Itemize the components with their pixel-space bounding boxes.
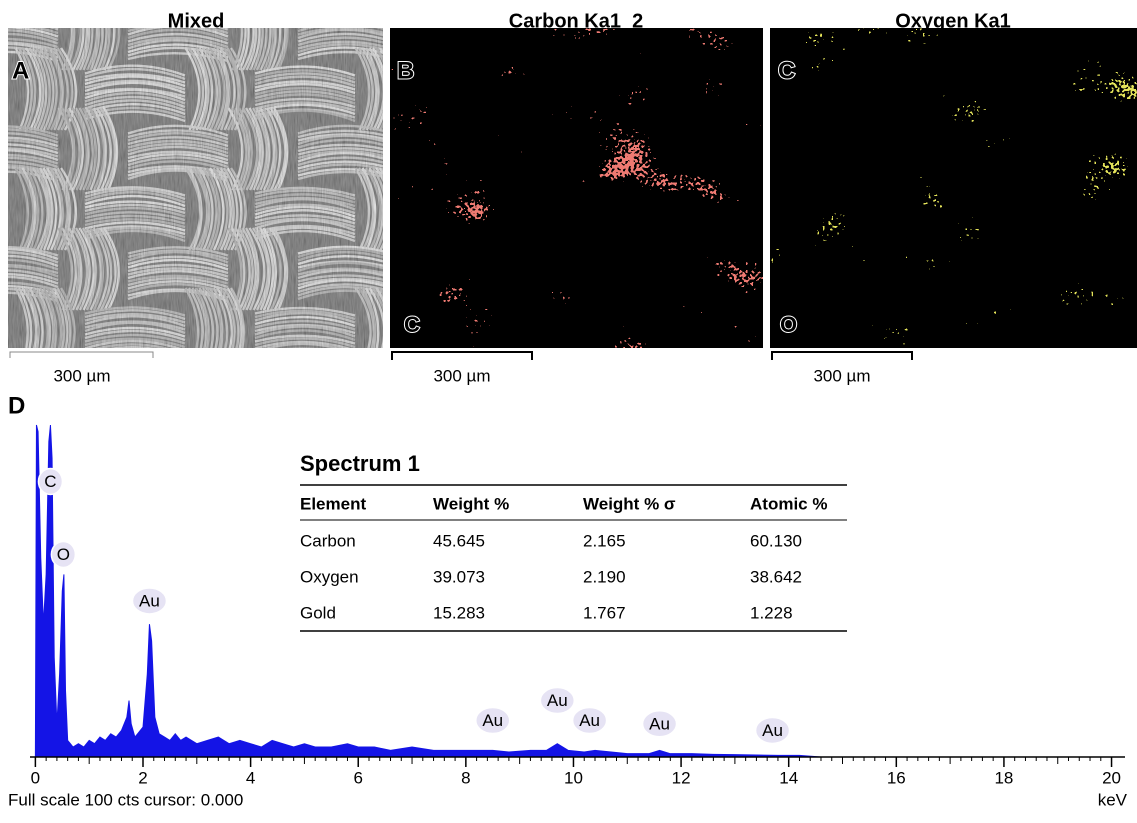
panel-title: Mixed [168, 10, 225, 32]
table-cell: 15.283 [433, 603, 485, 622]
table-cell: 38.642 [750, 567, 802, 586]
scale-label: 300 µm [53, 366, 110, 385]
table-cell: 2.165 [583, 531, 626, 550]
peak-bubble [571, 706, 608, 735]
table-cell: 1.767 [583, 603, 626, 622]
table-cell: Carbon [300, 531, 356, 550]
x-tick-label: 20 [1102, 768, 1121, 787]
peak-bubble [37, 467, 64, 496]
peak-label: Au [579, 711, 600, 730]
column-header: Weight % [433, 494, 509, 513]
peak-bubble [50, 540, 77, 569]
spectrum-area [34, 424, 822, 758]
x-tick-label: 4 [246, 768, 255, 787]
peak-bubble [131, 587, 168, 615]
x-axis-label: keV [1098, 790, 1128, 809]
peak-bubble [539, 686, 576, 715]
table-cell: Oxygen [300, 567, 359, 586]
scale-label: 300 µm [813, 366, 870, 385]
x-tick-label: 8 [461, 768, 470, 787]
x-tick-label: 0 [31, 768, 40, 787]
peak-bubble [641, 710, 678, 738]
table-cell: 1.228 [750, 603, 793, 622]
table-title: Spectrum 1 [300, 451, 420, 476]
column-header: Weight % σ [583, 494, 676, 513]
element-letter: C [404, 312, 420, 337]
element-letter: O [780, 312, 797, 337]
panel-letter: B [397, 57, 414, 84]
panel-title: Oxygen Ka1 [895, 10, 1011, 32]
x-tick-label: 2 [138, 768, 147, 787]
results-table: Spectrum 1 Element Weight % Weight % σ Atomi… [300, 451, 847, 632]
x-tick-label: 14 [779, 768, 798, 787]
x-tick-label: 10 [564, 768, 583, 787]
table-cell: Gold [300, 603, 336, 622]
peak-label: C [44, 472, 56, 491]
peak-bubble [754, 716, 791, 745]
panel-title: Carbon Ka1_2 [509, 10, 644, 32]
oxygen-map [770, 28, 1137, 348]
x-tick-label: 12 [672, 768, 691, 787]
peak-label: Au [649, 714, 670, 733]
column-header: Element [300, 494, 366, 513]
carbon-map [390, 28, 763, 348]
x-tick-label: 18 [994, 768, 1013, 787]
table-cell: 45.645 [433, 531, 485, 550]
peak-label: Au [762, 721, 783, 740]
scale-bar [9, 351, 154, 358]
peak-label: Au [139, 591, 160, 610]
panel-letter: D [8, 392, 25, 419]
table-cell: 60.130 [750, 531, 802, 550]
x-tick-label: 6 [353, 768, 362, 787]
spectrum: 0 2 4 6 8 10 12 14 16 18 20 C O Au Au Au Au Au Au [30, 424, 1125, 787]
table-cell: 2.190 [583, 567, 626, 586]
table-cell: 39.073 [433, 567, 485, 586]
scale-label: 300 µm [433, 366, 490, 385]
sem-image [8, 28, 383, 348]
footer: Full scale 100 cts cursor: 0.000 [8, 790, 243, 809]
x-tick-label: 16 [887, 768, 906, 787]
column-header: Atomic % [750, 494, 827, 513]
peak-label: Au [547, 691, 568, 710]
scale-bar [391, 351, 533, 360]
panel-letter: A [12, 57, 29, 84]
peak-bubble [475, 706, 511, 735]
scale-bar [771, 351, 913, 360]
peak-label: O [57, 545, 70, 564]
peak-label: Au [482, 711, 503, 730]
panel-letter: C [778, 57, 795, 84]
